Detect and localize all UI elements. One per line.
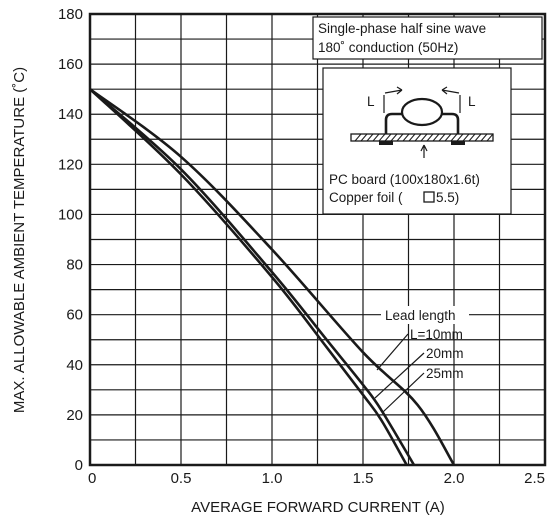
dimension-arrow-left xyxy=(384,86,403,95)
diode-body-drawing xyxy=(400,97,444,127)
x-tick-label: 1.0 xyxy=(262,470,283,487)
hatch-stroke xyxy=(414,133,422,142)
hatch-stroke xyxy=(486,133,494,142)
hatch-stroke xyxy=(462,133,470,142)
board-line-2: Copper foil ( xyxy=(329,190,403,205)
y-tick-label: 20 xyxy=(66,407,83,424)
lead-length-legend: Lead length L=10mm 20mm 25mm xyxy=(374,306,469,413)
hatch-stroke xyxy=(408,133,416,142)
x-tick-label: 1.5 xyxy=(353,470,374,487)
solder-pad-right xyxy=(451,141,465,145)
hatch-stroke xyxy=(438,133,446,142)
hatch-stroke xyxy=(372,133,380,142)
square-symbol xyxy=(423,191,435,203)
series-label-10mm: L=10mm xyxy=(410,327,463,342)
hatch-stroke xyxy=(390,133,398,142)
board-pointer-arrow xyxy=(420,144,428,158)
hatch-stroke xyxy=(456,133,464,142)
y-axis-title: MAX. ALLOWABLE AMBIENT TEMPERATURE (˚C) xyxy=(11,67,28,413)
hatch-stroke xyxy=(468,133,476,142)
conditions-box-frame xyxy=(312,16,543,60)
condition-line-2: 180˚ conduction (50Hz) xyxy=(318,40,458,55)
solder-pad-left xyxy=(379,141,393,145)
hatch-stroke xyxy=(432,133,440,142)
conditions-box: Single-phase half sine wave 180˚ conduct… xyxy=(312,16,543,60)
leader-line-25mm xyxy=(382,372,425,413)
diode-lead-right xyxy=(442,112,460,134)
hatch-stroke xyxy=(426,133,434,142)
tick-labels: 0 0.5 1.0 1.5 2.0 2.5 0 20 40 60 80 100 120 140 160 180 xyxy=(58,6,545,487)
y-tick-label: 40 xyxy=(66,357,83,374)
board-line-2-end: 5.5) xyxy=(436,190,459,205)
condition-line-1: Single-phase half sine wave xyxy=(318,21,486,36)
x-tick-label: 0 xyxy=(88,470,96,487)
hatch-stroke xyxy=(366,133,374,142)
series-line-1 xyxy=(89,88,456,466)
hatch-stroke xyxy=(420,133,428,142)
lead-title-background xyxy=(381,306,469,324)
mounting-diagram-box: L L PC board (100x180x1.6t) Copper foil … xyxy=(322,67,512,215)
hatch-stroke xyxy=(384,133,392,142)
hatch-stroke xyxy=(474,133,482,142)
hatch-stroke xyxy=(396,133,404,142)
series-line-2 xyxy=(89,88,416,466)
board-hatching xyxy=(354,133,494,142)
diode-lead-left xyxy=(384,112,402,134)
y-tick-label: 60 xyxy=(66,307,83,324)
dimension-arrow-right xyxy=(441,86,460,95)
board-line-1: PC board (100x180x1.6t) xyxy=(329,172,480,187)
hatch-stroke xyxy=(480,133,488,142)
y-tick-label: 180 xyxy=(58,6,83,23)
hatch-stroke xyxy=(378,133,386,142)
hatch-stroke xyxy=(402,133,410,142)
hatch-stroke xyxy=(444,133,452,142)
dimension-label-right: L xyxy=(468,94,476,109)
series-label-25mm: 25mm xyxy=(426,366,464,381)
x-axis-title: AVERAGE FORWARD CURRENT (A) xyxy=(191,499,445,516)
y-tick-label: 160 xyxy=(58,56,83,73)
leader-line-20mm xyxy=(374,352,425,399)
dimension-label-left: L xyxy=(367,94,375,109)
plot-frame xyxy=(88,12,547,467)
series-line-3 xyxy=(89,88,408,466)
y-tick-label: 80 xyxy=(66,257,83,274)
series-lines xyxy=(89,88,456,466)
hatch-stroke xyxy=(354,133,362,142)
hatch-stroke xyxy=(360,133,368,142)
y-tick-label: 100 xyxy=(58,206,83,223)
pc-board-drawing xyxy=(350,133,494,142)
x-tick-label: 2.0 xyxy=(444,470,465,487)
y-tick-label: 140 xyxy=(58,106,83,123)
lead-length-title: Lead length xyxy=(385,308,456,323)
leader-line-10mm xyxy=(376,333,409,371)
y-tick-label: 120 xyxy=(58,156,83,173)
hatch-stroke xyxy=(450,133,458,142)
x-tick-label: 2.5 xyxy=(524,470,545,487)
x-tick-label: 0.5 xyxy=(171,470,192,487)
board-line-2-start: Copper foil ( xyxy=(329,190,403,205)
series-label-20mm: 20mm xyxy=(426,346,464,361)
y-tick-label: 0 xyxy=(75,457,83,474)
